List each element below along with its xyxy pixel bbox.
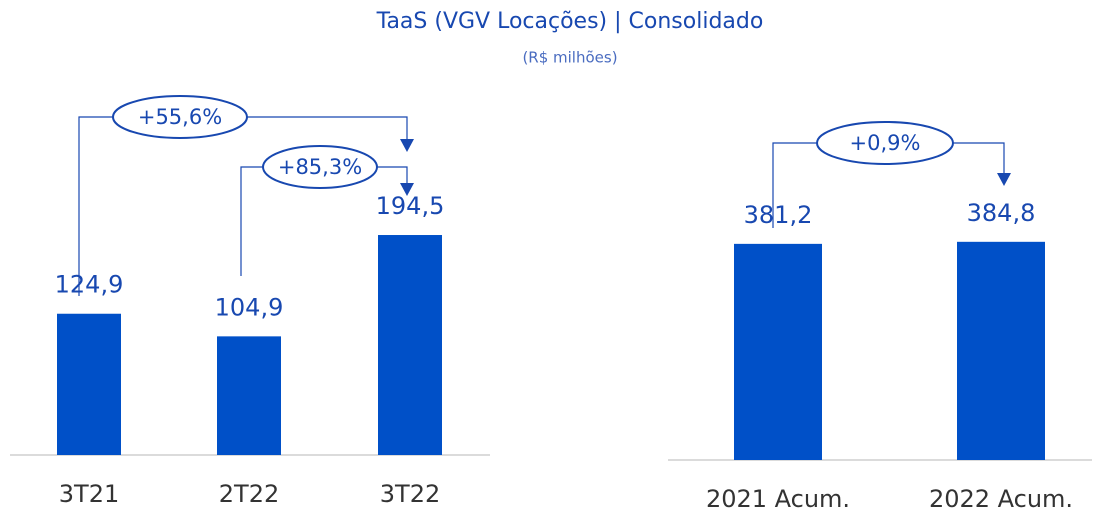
annotation-bubble (262, 145, 378, 189)
arrow-head (997, 173, 1011, 186)
value-label: 384,8 (967, 199, 1036, 227)
annotation: +0,9% (850, 131, 921, 155)
bar (378, 235, 442, 455)
value-label: 381,2 (744, 201, 813, 229)
annotation: +55,6% (138, 105, 222, 129)
value-label: 104,9 (215, 293, 284, 321)
subtitle: (R$ milhões) (522, 49, 617, 67)
annotation-bubble (816, 121, 954, 165)
bar (957, 241, 1045, 460)
category-label: 3T21 (59, 480, 119, 508)
connector (772, 142, 817, 228)
value-label: 194,5 (376, 192, 445, 220)
category-label: 2T22 (219, 480, 279, 508)
category-label: 2021 Acum. (706, 485, 850, 512)
arrow-head (400, 183, 414, 196)
annotation-bubble (112, 95, 248, 139)
connector (240, 166, 263, 276)
annotation: +85,3% (278, 155, 362, 179)
category-label: 3T22 (380, 480, 440, 508)
bar (734, 243, 822, 460)
value-label: 124,9 (55, 271, 124, 299)
connector (78, 116, 113, 296)
connector (247, 116, 408, 140)
title: TaaS (VGV Locações) | Consolidado (376, 9, 764, 34)
connector (377, 166, 408, 184)
bar (57, 313, 121, 455)
bar (217, 336, 281, 455)
arrow-head (400, 139, 414, 152)
connector (953, 142, 1005, 174)
category-label: 2022 Acum. (929, 485, 1073, 512)
